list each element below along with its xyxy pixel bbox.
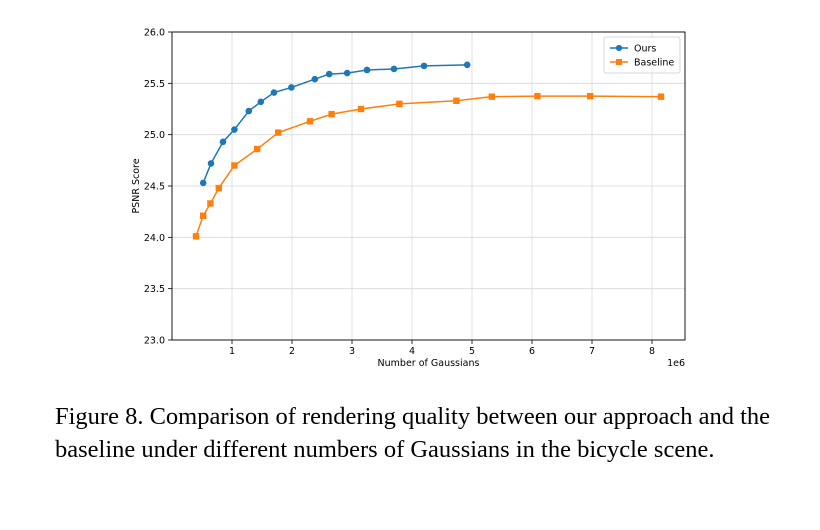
data-point-ours	[420, 62, 428, 70]
y-tick-label: 25.5	[144, 79, 165, 90]
data-point-ours	[390, 65, 398, 73]
x-tick-label: 4	[409, 346, 415, 357]
data-point-baseline	[453, 97, 460, 104]
data-point-baseline	[328, 110, 335, 118]
x-tick-label: 6	[529, 346, 535, 357]
data-point-ours	[311, 75, 319, 83]
data-point-ours	[463, 61, 471, 69]
y-tick-label: 24.5	[144, 182, 165, 193]
x-axis-label: Number of Gaussians	[378, 358, 480, 369]
figure-caption: Figure 8. Comparison of rendering qualit…	[55, 403, 771, 463]
series-line-baseline	[195, 95, 662, 237]
legend-box	[603, 36, 681, 74]
figure: 1 2 3 4 5 6 7 8 23.0 23.5 24.0 24.5 25.0 25.5 26.0 Numb…	[131, 28, 686, 369]
y-tick-label: 23.0	[144, 336, 165, 347]
data-point-baseline	[587, 92, 594, 100]
data-point-ours	[231, 126, 238, 133]
y-axis-label: PSNR Score	[131, 158, 142, 213]
data-point-baseline	[275, 129, 282, 136]
data-point-baseline	[396, 100, 403, 108]
data-point-ours	[199, 179, 207, 187]
y-tick-label: 24.0	[144, 233, 165, 244]
y-tick-label: 26.0	[144, 28, 165, 39]
x-scale-offset-label: 1e6	[667, 358, 685, 369]
data-point-baseline	[192, 233, 200, 240]
legend-marker-ours	[615, 44, 623, 52]
data-point-baseline	[488, 93, 495, 100]
data-point-baseline	[215, 184, 222, 192]
legend-marker-baseline	[616, 59, 622, 65]
data-point-ours	[257, 98, 265, 106]
legend-label-baseline: Baseline	[634, 58, 674, 69]
x-tick-label: 8	[649, 346, 655, 357]
y-tick-label: 25.0	[144, 130, 165, 141]
data-point-ours	[288, 84, 295, 91]
data-point-baseline	[254, 145, 261, 153]
y-tick-label: 23.5	[144, 284, 165, 295]
data-point-baseline	[207, 200, 214, 207]
data-point-baseline	[357, 105, 365, 113]
data-point-ours	[325, 70, 333, 78]
line-chart: 1 2 3 4 5 6 7 8 23.0 23.5 24.0 24.5 25.0 25.5 26.0 Numb…	[131, 28, 686, 369]
data-point-baseline	[657, 93, 665, 100]
x-tick-label: 1	[229, 346, 235, 357]
data-point-ours	[245, 107, 253, 115]
x-tick-label: 5	[469, 346, 475, 357]
x-tick-label: 2	[289, 346, 295, 357]
data-point-ours	[363, 66, 371, 74]
legend-label-ours: Ours	[634, 44, 656, 55]
data-point-ours	[343, 69, 351, 77]
data-point-ours	[219, 138, 227, 146]
x-tick-label: 7	[589, 346, 595, 357]
data-point-baseline	[200, 212, 207, 219]
x-tick-label: 3	[349, 346, 355, 357]
data-point-baseline	[231, 162, 238, 169]
data-point-baseline	[534, 92, 541, 100]
data-point-baseline	[306, 118, 314, 125]
data-point-ours	[207, 160, 215, 167]
data-point-ours	[270, 89, 278, 96]
